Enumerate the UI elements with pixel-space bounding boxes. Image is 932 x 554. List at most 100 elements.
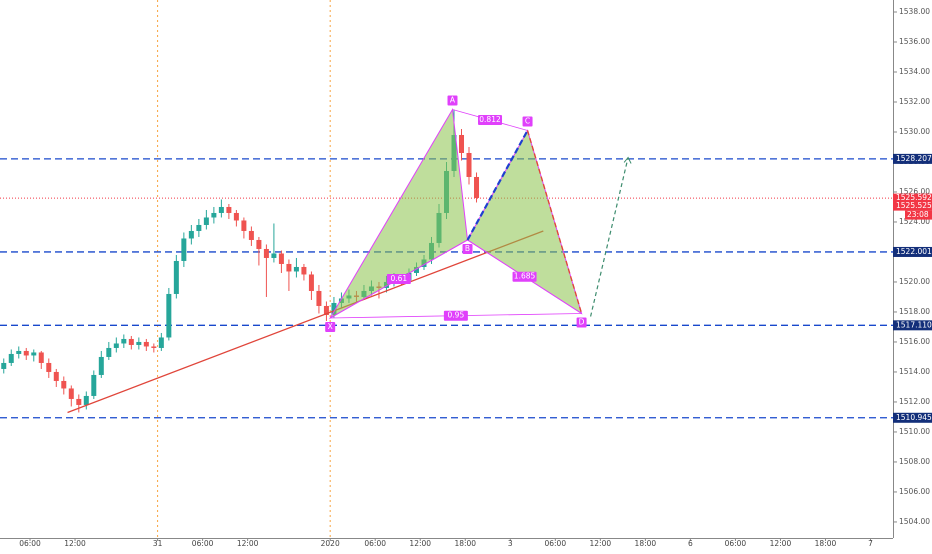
current-price-label: 1525.525	[896, 201, 932, 210]
candle-body	[466, 152, 472, 177]
y-tick-label: 1524.00	[899, 217, 930, 226]
price-label-box	[893, 246, 932, 257]
candle-body	[256, 239, 262, 249]
y-tick-label: 1534.00	[899, 67, 930, 76]
candle-body	[196, 224, 202, 231]
candle-body	[271, 253, 277, 258]
candle-body	[46, 362, 52, 372]
candle-body	[293, 266, 299, 272]
candle-body	[76, 398, 82, 405]
current-price-box	[893, 193, 932, 203]
price-label: 1528.207	[896, 154, 932, 163]
candle-body	[38, 352, 44, 363]
y-tick-label: 1514.00	[899, 367, 930, 376]
x-tick-label: 12:00	[770, 539, 792, 548]
candle-body	[53, 371, 59, 381]
candle-body	[166, 293, 172, 338]
ratio-label: 1.685	[514, 272, 536, 281]
candle-body	[474, 176, 480, 198]
candle-body	[323, 305, 329, 315]
candle-body	[1, 362, 7, 369]
y-tick-label: 1526.00	[899, 187, 930, 196]
price-label: 1517.110	[896, 320, 932, 329]
price-label-box	[893, 412, 932, 423]
candle-body	[136, 341, 142, 345]
y-tick-label: 1512.00	[899, 397, 930, 406]
pattern-point-box	[447, 95, 458, 106]
pattern-point-label: A	[450, 95, 456, 104]
candle-body	[113, 343, 119, 348]
ratio-box	[512, 271, 537, 282]
candle-body	[316, 290, 322, 306]
trendline	[67, 230, 544, 414]
x-tick-label: 7	[868, 539, 873, 548]
candle-body	[181, 238, 187, 261]
candle-body	[121, 338, 127, 344]
candle-body	[241, 220, 247, 231]
y-tick-label: 1536.00	[899, 37, 930, 46]
y-tick-label: 1538.00	[899, 7, 930, 16]
x-tick-label: 18:00	[815, 539, 837, 548]
candle-body	[413, 266, 419, 273]
candle-body	[128, 338, 134, 345]
price-label-box	[893, 153, 932, 164]
y-tick-label: 1510.00	[899, 427, 930, 436]
y-tick-label: 1516.00	[899, 337, 930, 346]
candle-body	[331, 302, 337, 315]
candle-body	[83, 395, 89, 405]
candle-body	[248, 230, 254, 240]
pattern-point-label: X	[328, 322, 333, 331]
candle-body	[233, 212, 239, 221]
candle-body	[226, 206, 232, 213]
candle-body	[98, 356, 104, 375]
ratio-box	[443, 310, 468, 321]
ratio-box	[478, 114, 503, 125]
price-label-box	[893, 320, 932, 331]
ratio-label: 0.95	[448, 311, 465, 320]
candle-body	[158, 337, 164, 348]
candle-body	[16, 350, 22, 354]
pattern-point-box	[576, 317, 587, 328]
ratio-label: 0.61	[390, 274, 407, 283]
candle-body	[143, 341, 149, 347]
x-tick-label: 31	[153, 539, 163, 548]
candle-body	[286, 263, 292, 272]
candle-body	[173, 260, 179, 294]
x-tick-label: 12:00	[590, 539, 612, 548]
x-tick-label: 18:00	[454, 539, 476, 548]
candle-body	[106, 347, 112, 357]
pattern-point-box	[325, 321, 336, 332]
candle-body	[151, 346, 157, 348]
y-tick-label: 1518.00	[899, 307, 930, 316]
pattern-point-box	[462, 243, 473, 254]
candle-body	[308, 274, 314, 291]
ratio-box	[386, 273, 411, 284]
x-tick-label: 18:00	[635, 539, 657, 548]
candle-body	[218, 206, 224, 213]
candle-body	[211, 212, 217, 218]
projection-arrowhead	[623, 156, 632, 164]
bc-leg	[466, 129, 529, 241]
x-tick-label: 06:00	[544, 539, 566, 548]
candle-body	[263, 248, 269, 258]
pattern-point-box	[522, 116, 533, 127]
x-tick-label: 06:00	[192, 539, 214, 548]
candle-body	[459, 134, 465, 153]
pattern-point-label: C	[525, 116, 530, 125]
current-price-box	[893, 201, 932, 211]
pattern-point-label: B	[465, 244, 470, 253]
candle-body	[301, 266, 307, 275]
candle-body	[61, 380, 67, 389]
price-label: 1522.001	[896, 247, 932, 256]
price-label: 1510.945	[896, 413, 932, 422]
x-tick-label: 06:00	[725, 539, 747, 548]
x-tick-label: 6	[688, 539, 693, 548]
current-price-label: 23:08	[907, 210, 929, 219]
candle-body	[23, 350, 29, 356]
candle-body	[8, 353, 14, 363]
candle-body	[68, 388, 74, 399]
candle-body	[188, 230, 194, 239]
